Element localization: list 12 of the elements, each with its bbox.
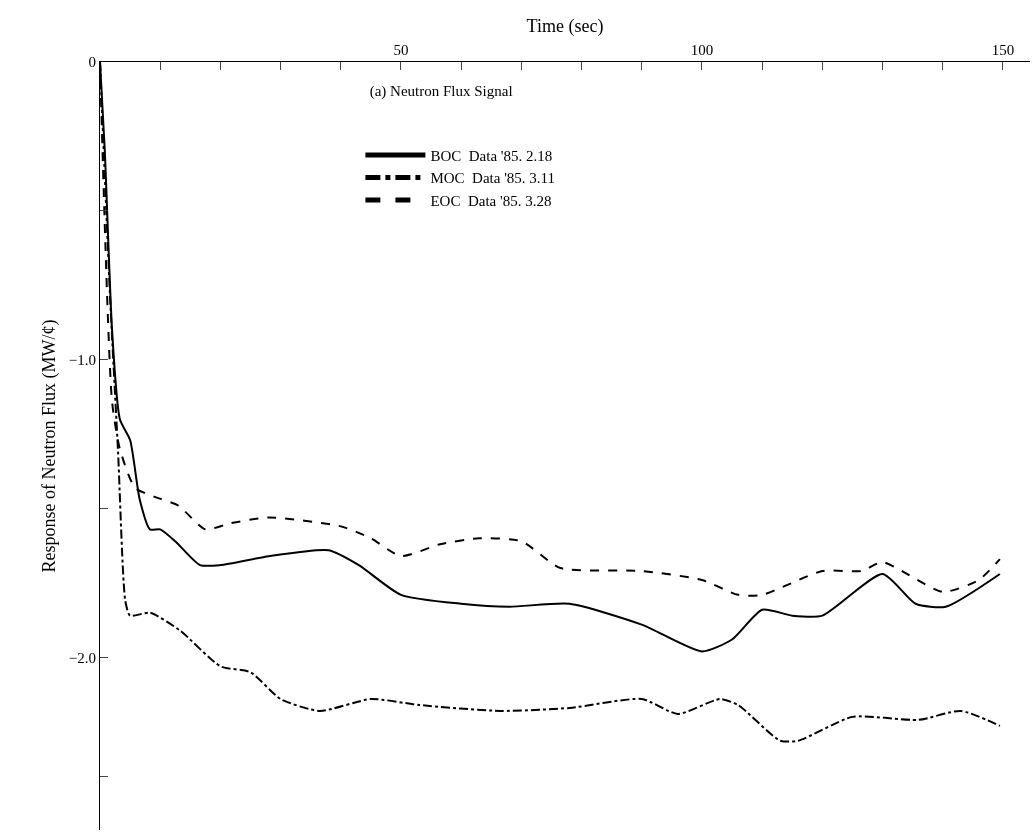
x-axis-title: Time (sec) — [526, 16, 604, 38]
y-tick-label: −2.0 — [68, 649, 96, 666]
x-tick-label: 150 — [991, 42, 1015, 58]
x-tick-label: 50 — [393, 42, 409, 58]
legend-label: EOC Data '85. 3.28 — [430, 192, 552, 209]
y-tick-label: 0 — [88, 54, 96, 71]
legend-label: BOC Data '85. 2.18 — [430, 147, 553, 164]
x-tick-label: 100 — [690, 42, 714, 58]
text: (a) Neutron Flux Signal — [369, 82, 513, 100]
legend-label: MOC Data '85. 3.11 — [430, 170, 556, 187]
y-axis-title: Response of Neutron Flux (MW/¢) — [38, 319, 60, 573]
y-tick-label: −1.0 — [68, 351, 96, 368]
